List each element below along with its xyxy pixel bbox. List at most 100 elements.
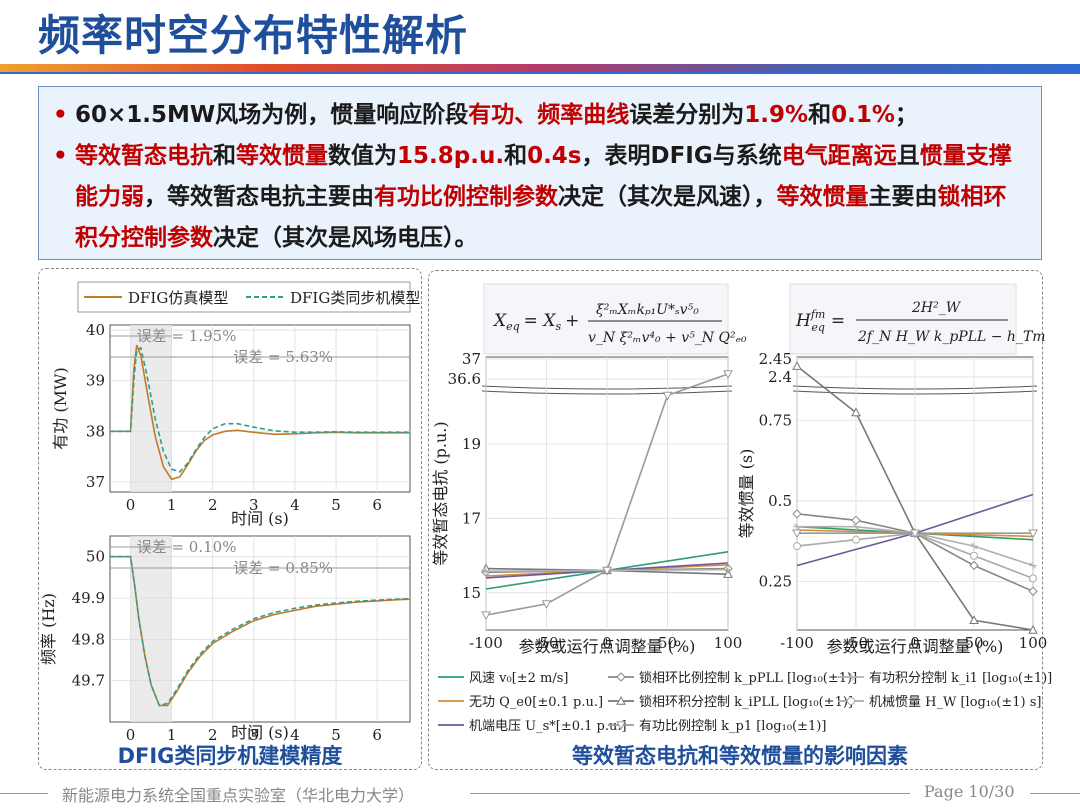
series-point	[970, 551, 978, 560]
formula-x-plus: +	[565, 311, 579, 331]
text: 和	[213, 143, 236, 169]
x-tick-label: -50	[534, 634, 558, 652]
chart-equivalent-reactance: -100 -50 0 50 100 15 17 19 36.6 37 参数或运行点调整量 (%) 等效…	[431, 350, 742, 656]
summary-box: • 60×1.5MW风场为例，惯量响应阶段有功、频率曲线误差分别为1.9%和0.1…	[38, 86, 1042, 260]
formula-h-lhs-sub: eq	[811, 321, 825, 334]
text: ，等效暂态电抗主要由	[144, 184, 374, 210]
x-axis-label: 参数或运行点调整量 (%)	[827, 637, 1004, 656]
x-axis-label: 时间 (s)	[231, 509, 289, 528]
y-axis-label: 频率 (Hz)	[39, 593, 58, 665]
highlight: 0.4s	[527, 143, 582, 169]
x-tick-label: -50	[844, 634, 868, 652]
highlight: 15.8p.u.	[397, 143, 505, 169]
error-annotation: 误差 = 0.85%	[233, 559, 333, 577]
chart-frequency: 0 1 2 3 4 5 6 49.7 49.8 49.9 50 误差 = 0.10% 误差 = 0.85…	[39, 535, 411, 744]
text: ；	[894, 102, 918, 128]
legend-item-锁相环比例控制: 锁相环比例控制 k_pPLL [log₁₀(±1)]	[608, 670, 857, 686]
footer-line-right	[1030, 793, 1080, 794]
x-tick-label: 100	[714, 634, 743, 652]
y-tick-label: 38	[86, 422, 105, 440]
formula-h-lhs-sup: fm	[810, 308, 826, 321]
right-caption: 等效暂态电抗和等效惯量的影响因素	[572, 744, 908, 768]
x-tick-label: 6	[372, 496, 382, 514]
series-point	[910, 529, 920, 539]
legend-item-风速: 风速 v₀[±2 m/s]	[438, 671, 569, 686]
series-point	[662, 391, 673, 401]
y-tick-label: 0.5	[768, 492, 792, 510]
x-tick-label: 0	[602, 634, 612, 652]
y-tick-label: 49.8	[72, 630, 105, 648]
series-point	[852, 522, 860, 531]
legend-item-锁相环积分控制: 锁相环积分控制 k_iPLL [log₁₀(±1)]	[608, 694, 853, 710]
series-point	[792, 509, 802, 519]
footer-lab: 新能源电力系统全国重点实验室（华北电力大学）	[62, 786, 415, 805]
y-tick-label: 17	[462, 509, 481, 527]
inertia-phase-shading	[130, 536, 172, 722]
series-point	[969, 615, 979, 625]
legend-label: 锁相环积分控制 k_iPLL [log₁₀(±1)]	[639, 694, 853, 710]
text: 数值为	[328, 143, 397, 169]
legend-item-有功积分控制: 有功积分控制 k_i1 [log₁₀(±1)]	[838, 671, 1052, 686]
formula-inertia: Hfm eq = 2H²_W 2f_N H_W k_pPLL − h_Tm	[789, 283, 1046, 355]
text: 60×1.5MW风场为例，惯量响应阶段	[75, 102, 469, 128]
text: 误差分别为	[629, 102, 745, 128]
left-panel	[38, 268, 422, 770]
legend-marker	[847, 697, 855, 705]
x-tick-label: 2	[208, 726, 218, 744]
chart-equivalent-inertia: -100 -50 0 50 100 0.25 0.5 0.75 2.42.45 参数或运行点调整量…	[737, 350, 1047, 656]
highlight: 0.1%	[831, 102, 895, 128]
legend-item-无功: 无功 Q_e0[±0.1 p.u.]	[438, 695, 603, 710]
highlight: 惯量支撑能力弱	[75, 143, 1012, 210]
series-point	[1028, 624, 1038, 634]
text: 决定（其次是风速），	[558, 184, 777, 210]
error-annotation: 误差 = 5.63%	[233, 348, 333, 366]
formula-h-denominator: 2f_N H_W k_pPLL − h_Tm	[857, 329, 1046, 345]
legend-label: 机端电压 U_s*[±0.1 p.u.]	[469, 719, 627, 734]
error-annotation: 误差 = 1.95%	[137, 327, 237, 345]
y-tick-label: 36.6	[448, 370, 481, 388]
series-point	[1029, 574, 1037, 583]
highlight: 等效惯量	[236, 143, 328, 169]
x-tick-label: 1	[167, 726, 177, 744]
error-annotation: 误差 = 0.10%	[137, 538, 237, 556]
x-tick-label: 5	[331, 726, 341, 744]
x-tick-label: 100	[1019, 634, 1048, 652]
footer-page: Page 10/30	[924, 782, 1015, 801]
series-point	[541, 600, 552, 609]
legend-label: 有功积分控制 k_i1 [log₁₀(±1)]	[869, 671, 1052, 686]
legend-marker	[847, 673, 855, 681]
x-tick-label: 2	[208, 496, 218, 514]
right-legend: 风速 v₀[±2 m/s] 锁相环比例控制 k_pPLL [log₁₀(±1)] 有…	[438, 670, 1052, 734]
series-point	[1028, 586, 1038, 596]
formula-x-eq-sub: s	[555, 320, 561, 333]
text: 和	[808, 102, 832, 128]
formula-h-numerator: 2H²_W	[911, 300, 962, 316]
series-point	[1029, 561, 1037, 570]
legend-marker	[616, 695, 626, 705]
series-point	[970, 542, 978, 551]
legend-marker	[616, 672, 626, 682]
legend-label: 有功比例控制 k_p1 [log₁₀(±1)]	[639, 719, 826, 734]
legend-item-有功比例控制: 有功比例控制 k_p1 [log₁₀(±1)]	[608, 719, 826, 734]
formula-reactance: Xeq = Xs + ξ²ₘXₘkₚ₁U*ₛv⁵₀ v_N ξ²ₘv⁴₀ + v⁵_…	[483, 283, 747, 355]
x-tick-label: 0	[126, 726, 136, 744]
x-axis-label: 时间 (s)	[231, 723, 289, 742]
series-point	[724, 565, 732, 574]
y-tick-label: 2.4	[768, 368, 792, 386]
summary-bullet-2: • 等效暂态电抗和等效惯量数值为15.8p.u.和0.4s，表明DFIG与系统电气…	[51, 136, 1025, 259]
y-tick-label: 37	[86, 473, 105, 491]
series-point	[1028, 529, 1038, 539]
summary-bullet-1: • 60×1.5MW风场为例，惯量响应阶段有功、频率曲线误差分别为1.9%和0.1…	[51, 95, 1025, 136]
series-point	[481, 611, 491, 621]
legend-item-机端电压: 机端电压 U_s*[±0.1 p.u.]	[438, 719, 627, 734]
left-legend: DFIG仿真模型 DFIG类同步机模型	[77, 281, 420, 313]
y-tick-label: 50	[86, 548, 105, 566]
series-point	[723, 569, 733, 578]
legend-label: 机械惯量 H_W [log₁₀(±1) s]	[869, 694, 1041, 710]
highlight: 电气距离远	[781, 143, 897, 169]
x-tick-label: 6	[372, 726, 382, 744]
series-line-DFIG类同步机模型	[110, 346, 410, 473]
highlight: 等效暂态电抗	[75, 143, 213, 169]
